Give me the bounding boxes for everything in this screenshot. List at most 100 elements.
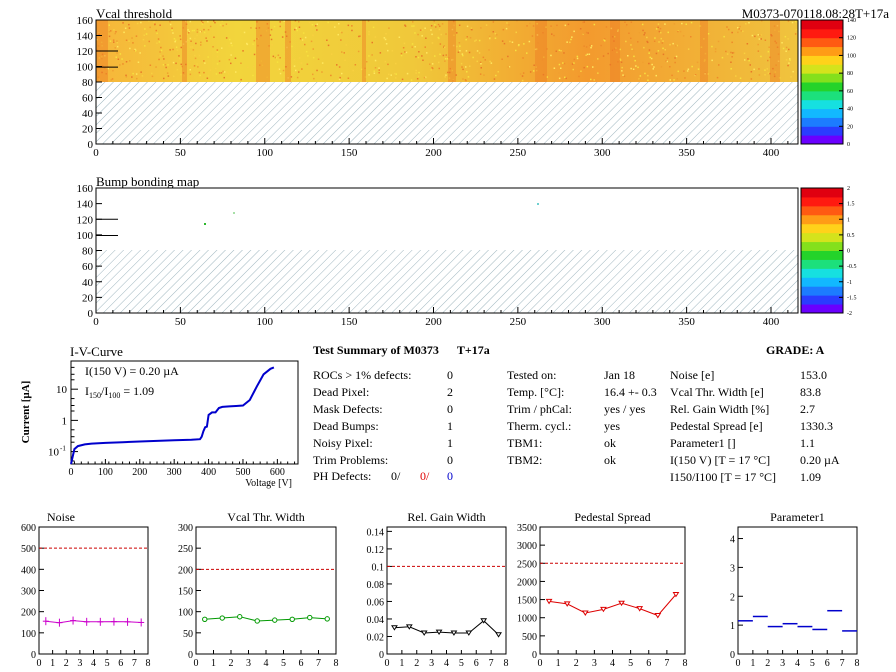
heatmap-cell [751,34,754,37]
heatmap-cell [466,25,469,28]
heatmap-cell [148,40,150,43]
heatmap-cell [619,59,622,61]
heatmap-cell [250,27,252,29]
heatmap-cell [395,77,397,79]
heatmap-cell [321,62,324,64]
heatmap-cell [179,57,181,60]
heatmap-cell [655,74,657,77]
heatmap-cell [537,42,539,44]
summary-x-tick-label: 0 [385,658,390,669]
bump-map-title: Bump bonding map [96,174,199,189]
grade-label: GRADE: A [766,343,825,357]
heatmap-cell [387,49,389,52]
heatmap-cell [515,49,517,52]
heatmap-cell [206,40,208,42]
heatmap-cell [124,27,127,29]
result-label: Parameter1 [] [670,436,736,450]
heatmap-cell [785,46,788,49]
summary-x-tick-label: 5 [281,658,286,669]
heatmap-cell [384,38,387,41]
palette-tick-label: -2 [847,311,852,317]
result-value: 1.1 [800,436,815,450]
heatmap-cell [293,58,296,61]
heatmap-cell [653,66,655,68]
heatmap-cell [277,54,280,56]
heatmap-cell [770,34,772,36]
heatmap-cell [437,23,440,26]
heatmap-cell [534,48,537,51]
heatmap-cell [648,52,650,54]
heatmap-cell [731,31,733,34]
heatmap-cell [213,36,215,38]
heatmap-cell [457,51,460,53]
palette-tick-label: 40 [847,107,853,113]
heatmap-cell [638,78,640,80]
heatmap-cell [471,28,473,31]
heatmap-cell [405,51,408,54]
heatmap-cell [156,42,158,44]
heatmap-cell [593,23,596,26]
heatmap-cell [789,59,791,61]
heatmap-cell [368,33,370,36]
heatmap-cell [425,37,427,39]
heatmap-cell [167,64,169,66]
map-x-tick-label: 0 [93,147,99,159]
condition-label: Therm. cycl.: [507,419,572,433]
heatmap-cell [440,33,442,36]
summary-x-tick-label: 3 [77,658,82,669]
summary-y-tick-label: 200 [21,608,36,619]
heatmap-cell [462,54,464,57]
heatmap-cell [714,48,717,50]
heatmap-cell [726,26,728,28]
heatmap-cell [132,42,134,44]
heatmap-cell [438,28,441,31]
heatmap-cell [753,68,755,71]
heatmap-cell [497,71,499,73]
summary-y-tick-label: 150 [178,587,193,598]
heatmap-cell [357,50,360,53]
heatmap-cell [175,62,177,65]
heatmap-cell [662,47,664,50]
heatmap-cell [479,73,482,75]
heatmap-cell [421,55,423,57]
heatmap-cell [384,60,387,63]
heatmap-cell [117,58,120,60]
heatmap-cell [642,61,644,64]
heatmap-cell [679,30,682,33]
summary-x-tick-label: 5 [459,658,464,669]
heatmap-cell [308,21,311,24]
summary-x-tick-label: 2 [414,658,419,669]
heatmap-cell [373,72,376,74]
summary-y-tick-label: 3 [730,563,735,574]
heatmap-cell [278,68,281,70]
heatmap-cell [125,39,128,41]
summary-data-point [450,630,458,636]
heatmap-cell [532,25,535,27]
heatmap-cell [558,77,561,80]
heatmap-cell [215,67,217,70]
heatmap-cell [764,74,766,76]
heatmap-cell [111,78,114,80]
heatmap-cell [773,75,776,78]
heatmap-cell [517,44,520,47]
heatmap-cell [386,77,388,80]
heatmap-cell [415,72,417,74]
heatmap-cell [664,49,666,51]
map-y-tick-label: 120 [77,214,94,226]
heatmap-cell [526,52,528,54]
heatmap-cell [155,66,157,68]
heatmap-cell [625,25,627,28]
heatmap-cell [492,21,495,23]
summary-data-point [600,606,607,613]
heatmap-cell [188,30,190,33]
heatmap-cell [657,23,660,25]
heatmap-cell [185,41,187,43]
heatmap-cell [291,45,293,48]
heatmap-cell [644,72,646,75]
heatmap-cell [602,55,605,57]
heatmap-cell [501,58,503,60]
summary-data-point [420,630,428,636]
heatmap-cell [465,79,467,82]
map-x-tick-label: 300 [594,147,611,159]
heatmap-cell [480,67,482,69]
